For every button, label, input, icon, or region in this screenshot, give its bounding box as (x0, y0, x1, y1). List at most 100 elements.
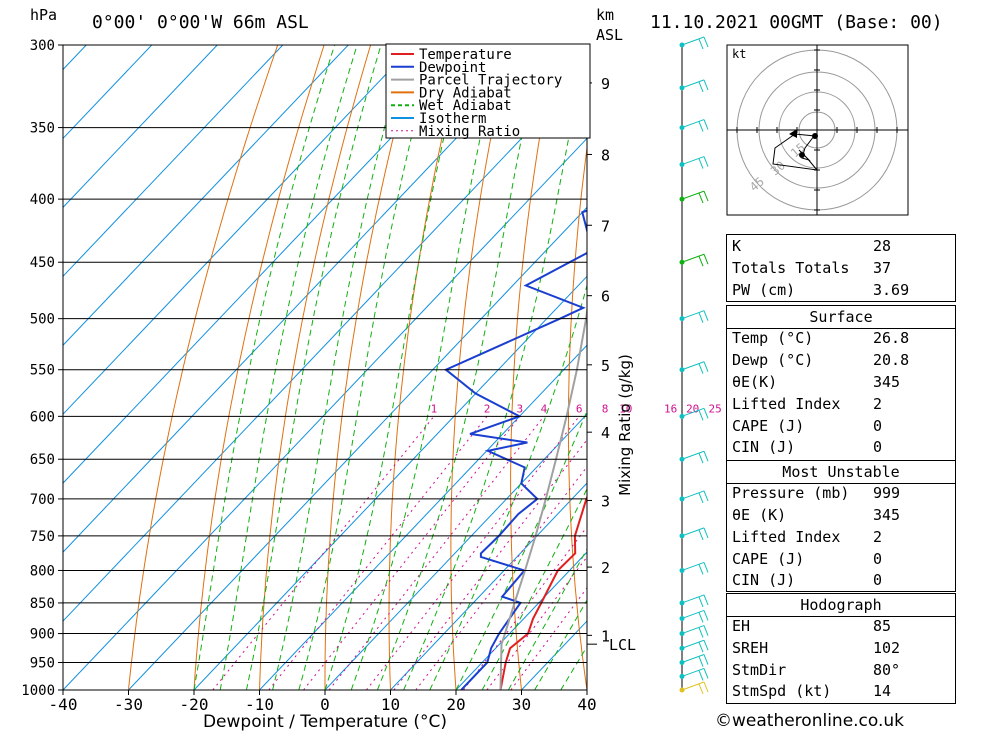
wind-barb-flag (703, 310, 709, 321)
isotherm-line (128, 206, 587, 690)
wind-barb-flag (698, 192, 704, 204)
asl-label: ASL (596, 26, 623, 44)
wind-barb (681, 561, 705, 571)
pressure-tick-label: 650 (30, 452, 55, 468)
wind-barb (681, 156, 705, 166)
dry-adiabat-line (974, 45, 1000, 690)
isotherm-line (455, 551, 587, 690)
pressure-tick-label: 500 (30, 312, 55, 328)
mixing-ratio-label: 20 (686, 402, 699, 415)
hodo-row-label: EH (732, 617, 751, 635)
wind-barb-flag (698, 81, 704, 93)
wind-barb-flag (703, 594, 709, 606)
pressure-tick-label: 1000 (21, 683, 55, 699)
x-tick-label: 20 (446, 695, 465, 714)
wind-barb-flag (698, 683, 704, 695)
wind-barb-flag (698, 363, 704, 374)
surface-row-value: 345 (873, 373, 901, 391)
mixing-ratio-label: 16 (664, 402, 677, 415)
wind-barb-flag (703, 654, 709, 665)
wind-barb-flag (698, 642, 704, 653)
km-tick-label: 1 (601, 627, 610, 645)
wet-adiabat-line (481, 487, 587, 690)
index-value: 3.69 (873, 281, 910, 299)
wind-station-dot (679, 631, 685, 637)
wind-barb-flag (698, 312, 704, 323)
wet-adiabat-line (245, 45, 382, 690)
km-tick-label: 4 (601, 424, 610, 442)
index-value: 37 (873, 259, 892, 277)
wind-barb-flag (698, 564, 704, 575)
wind-barb-flag (703, 36, 709, 48)
wind-station-dot (679, 660, 685, 666)
km-tick-label: 2 (601, 559, 610, 577)
pressure-tick-label: 300 (30, 38, 55, 54)
mixing-ratio-label: 4 (541, 402, 548, 415)
hodograph-unit-label: kt (732, 47, 746, 61)
legend-entry: Dry Adiabat (419, 85, 512, 101)
x-tick-label: 10 (381, 695, 400, 714)
wind-barb (681, 119, 705, 129)
wind-barb-flag (703, 451, 709, 462)
pressure-tick-label: 750 (30, 529, 55, 545)
wind-barb (681, 490, 705, 500)
pressure-tick-label: 400 (30, 192, 55, 208)
x-tick-label: 40 (577, 695, 596, 714)
hodo-row-label: StmSpd (kt) (732, 682, 832, 700)
surface-row-label: Dewp (°C) (732, 351, 814, 369)
wind-barb (681, 310, 705, 320)
x-axis-label: Dewpoint / Temperature (°C) (203, 712, 447, 732)
wet-adiabat-line (350, 45, 502, 690)
pressure-tick-label: 900 (30, 627, 55, 643)
wind-station-dot (679, 567, 685, 573)
isotherm-line (259, 344, 587, 690)
dry-adiabat-line (259, 45, 372, 690)
wind-barb (681, 625, 705, 635)
pressure-tick-label: 350 (30, 121, 55, 137)
km-tick-label: 7 (601, 217, 610, 235)
mixing-ratio-label: 8 (602, 402, 609, 415)
wind-barb-flag (703, 681, 709, 693)
x-tick-label: 30 (512, 695, 531, 714)
mixing-ratio-line (365, 416, 580, 690)
wind-station-dot (679, 42, 685, 48)
wind-station-dot (679, 259, 685, 265)
wind-barb (681, 253, 705, 263)
km-tick-label: 6 (601, 288, 610, 306)
hodo-row-label: SREH (732, 639, 769, 657)
km-tick-label: 3 (601, 492, 610, 510)
wind-barb-flag (703, 254, 709, 265)
indices-panel: K 28 Totals Totals 37 PW (cm) 3.69 (726, 234, 956, 302)
wind-barb-flag (698, 38, 704, 50)
isotherm-line (390, 482, 587, 690)
pressure-tick-label: 800 (30, 563, 55, 579)
wind-barb-flag (703, 668, 709, 679)
wind-barb (681, 654, 705, 663)
pressure-tick-label: 450 (30, 255, 55, 271)
pressure-unit-label: hPa (30, 6, 57, 24)
wind-station-dot (679, 125, 685, 131)
mixing-ratio-label: 25 (709, 402, 722, 415)
wet-adiabat-line (272, 45, 408, 690)
mixing-ratio-line (303, 416, 521, 690)
isotherm-line (63, 45, 153, 140)
surface-row-label: Temp (°C) (732, 329, 814, 347)
hodograph-arrow-head (789, 129, 797, 138)
isotherm-line (63, 45, 349, 346)
x-tick-label: -30 (114, 695, 143, 714)
isotherm-line (63, 137, 587, 690)
km-tick-label: 8 (601, 146, 610, 164)
wind-barb (681, 667, 705, 677)
series-dewpoint-line (443, 209, 587, 690)
legend-entry: Temperature (419, 47, 512, 63)
index-value: 28 (873, 237, 892, 255)
legend-entry: Parcel Trajectory (419, 73, 562, 89)
wind-station-dot (679, 673, 685, 679)
datetime-title: 11.10.2021 00GMT (Base: 00) (650, 12, 943, 33)
wind-barb-flag (698, 529, 704, 541)
most-unstable-title: Most Unstable (782, 463, 900, 481)
mu-row-value: 0 (873, 550, 883, 568)
hodo-row-value: 85 (873, 617, 892, 635)
mu-row-value: 2 (873, 528, 883, 546)
wind-barb-flag (698, 492, 704, 504)
